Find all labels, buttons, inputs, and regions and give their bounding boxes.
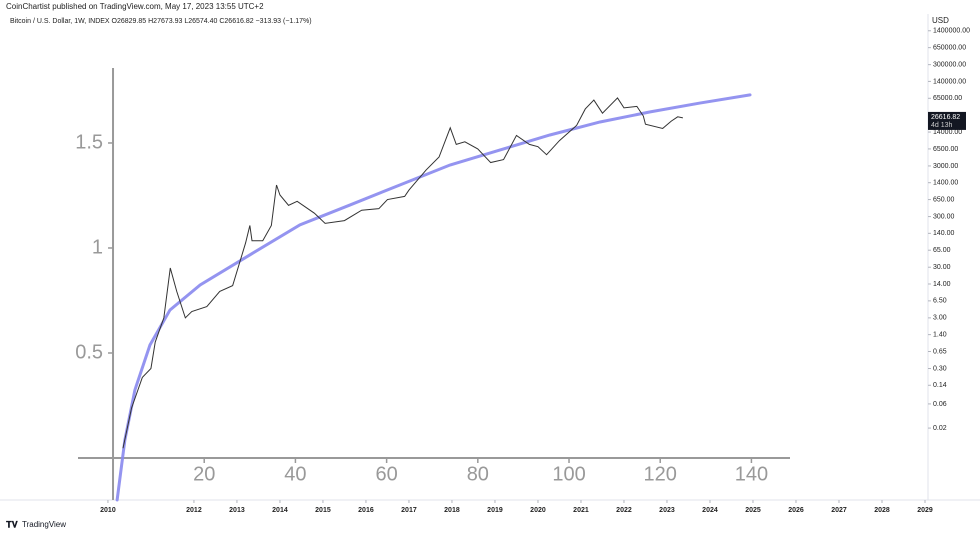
y-tick-label: 140.00 xyxy=(933,230,955,237)
symbol-line: Bitcoin / U.S. Dollar, 1W, INDEX O26829.… xyxy=(10,18,312,25)
countdown: 4d 13h xyxy=(931,122,953,129)
last-price-label: 26616.82 xyxy=(931,114,960,121)
y-tick-label: 1400.00 xyxy=(933,180,958,187)
x-tick-label: 2025 xyxy=(745,507,761,514)
last-price-box xyxy=(928,111,966,130)
y-tick-label: 30.00 xyxy=(933,264,951,271)
y-tick-label: 140000.00 xyxy=(933,78,966,85)
y-tick-label: 0.30 xyxy=(933,365,947,372)
logo-mark: 𝐓𝐕 xyxy=(6,519,19,529)
x-tick-label: 2016 xyxy=(358,507,374,514)
x-tick-label: 80 xyxy=(467,463,489,485)
fit-curve xyxy=(115,93,752,502)
price-line xyxy=(122,97,683,449)
x-tick-label: 2013 xyxy=(229,507,245,514)
x-tick-label: 2017 xyxy=(401,507,417,514)
footer-logo: 𝐓𝐕 TradingView xyxy=(6,519,66,529)
x-tick-label: 60 xyxy=(375,463,397,485)
y-tick-label: 0.06 xyxy=(933,401,947,408)
y-tick-label: 65.00 xyxy=(933,247,951,254)
x-tick-label: 2029 xyxy=(917,507,933,514)
y-tick-label: 300000.00 xyxy=(933,61,966,68)
x-tick-label: 40 xyxy=(284,463,306,485)
y-tick-label: 6500.00 xyxy=(933,146,958,153)
footer: TradingView xyxy=(22,520,66,529)
y-tick-label: 1.40 xyxy=(933,331,947,338)
y-tick-label: 1 xyxy=(92,236,103,258)
header: CoinChartist published on TradingView.co… xyxy=(6,2,264,11)
axis-unit: USD xyxy=(932,16,949,25)
y-tick-label: 650.00 xyxy=(933,196,955,203)
y-tick-label: 6.50 xyxy=(933,298,947,305)
y-tick-label: 1.5 xyxy=(75,131,103,153)
x-tick-label: 2026 xyxy=(788,507,804,514)
x-tick-label: 2022 xyxy=(616,507,632,514)
y-tick-label: 65000.00 xyxy=(933,95,962,102)
x-tick-label: 2018 xyxy=(444,507,460,514)
x-tick-label: 2019 xyxy=(487,507,503,514)
x-tick-label: 2021 xyxy=(573,507,589,514)
x-tick-label: 2027 xyxy=(831,507,847,514)
x-tick-label: 20 xyxy=(193,463,215,485)
x-tick-label: 2024 xyxy=(702,507,718,514)
y-tick-label: 3.00 xyxy=(933,315,947,322)
y-tick-label: 650000.00 xyxy=(933,44,966,51)
x-tick-label: 2010 xyxy=(100,507,116,514)
y-tick-label: 1400000.00 xyxy=(933,28,970,35)
x-tick-label: 2014 xyxy=(272,507,288,514)
x-tick-label: 140 xyxy=(735,463,768,485)
x-tick-label: 120 xyxy=(644,463,677,485)
overlay-plot: 20 40 60 80 100 120 140 0.5 1 1.5 xyxy=(75,68,790,502)
x-tick-label: 2028 xyxy=(874,507,890,514)
y-tick-label: 0.5 xyxy=(75,341,103,363)
x-tick-label: 2012 xyxy=(186,507,202,514)
y-tick-label: 14.00 xyxy=(933,281,951,288)
price-plot xyxy=(122,97,683,449)
x-tick-label: 2015 xyxy=(315,507,331,514)
x-tick-label: 2023 xyxy=(659,507,675,514)
y-tick-label: 3000.00 xyxy=(933,163,958,170)
y-tick-label: 0.02 xyxy=(933,425,947,432)
axes: 1400000.00 650000.00 300000.00 140000.00 650… xyxy=(100,28,970,514)
y-tick-label: 0.14 xyxy=(933,382,947,389)
y-tick-label: 300.00 xyxy=(933,213,955,220)
x-tick-label: 100 xyxy=(552,463,585,485)
y-tick-label: 14000.00 xyxy=(933,129,962,136)
y-tick-label: 0.65 xyxy=(933,348,947,355)
x-tick-label: 2020 xyxy=(530,507,546,514)
